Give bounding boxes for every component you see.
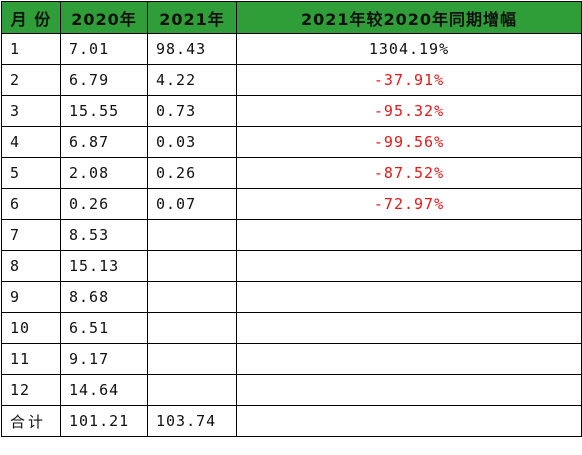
table-row: 6 0.26 0.07 -72.97% <box>1 188 582 220</box>
value-2020-cell: 14.64 <box>60 374 148 406</box>
value-2021-cell: 0.03 <box>147 126 237 158</box>
month-cell: 7 <box>1 219 61 251</box>
table-body: 1 7.01 98.43 1304.19% 2 6.79 4.22 -37.91% 3 15.55… <box>1 33 582 437</box>
total-label: 合计 <box>1 405 61 437</box>
value-2020-cell: 2.08 <box>60 157 148 189</box>
month-cell: 9 <box>1 281 61 313</box>
month-cell: 11 <box>1 343 61 375</box>
month-cell: 10 <box>1 312 61 344</box>
header-yoy-change: 2021年较2020年同期增幅 <box>236 1 582 34</box>
yoy-change-cell <box>236 343 582 375</box>
value-2021-cell: 98.43 <box>147 33 237 65</box>
value-2020-cell: 8.68 <box>60 281 148 313</box>
month-cell: 4 <box>1 126 61 158</box>
month-cell: 5 <box>1 157 61 189</box>
yoy-change-cell: -99.56% <box>236 126 582 158</box>
value-2021-cell <box>147 374 237 406</box>
table-row: 12 14.64 <box>1 374 582 406</box>
total-2020: 101.21 <box>60 405 148 437</box>
yoy-change-cell <box>236 250 582 282</box>
yoy-change-cell <box>236 312 582 344</box>
yoy-change-cell: -72.97% <box>236 188 582 220</box>
table-row: 4 6.87 0.03 -99.56% <box>1 126 582 158</box>
monthly-comparison-table: 月 份 2020年 2021年 2021年较2020年同期增幅 1 7.01 98.… <box>1 1 582 437</box>
value-2021-cell: 0.26 <box>147 157 237 189</box>
total-row: 合计 101.21 103.74 <box>1 405 582 437</box>
value-2021-cell <box>147 219 237 251</box>
month-cell: 8 <box>1 250 61 282</box>
month-cell: 2 <box>1 64 61 96</box>
value-2021-cell: 0.73 <box>147 95 237 127</box>
total-2021: 103.74 <box>147 405 237 437</box>
value-2020-cell: 15.55 <box>60 95 148 127</box>
table-row: 2 6.79 4.22 -37.91% <box>1 64 582 96</box>
header-row: 月 份 2020年 2021年 2021年较2020年同期增幅 <box>1 1 582 34</box>
yoy-change-cell <box>236 219 582 251</box>
total-change <box>236 405 582 437</box>
value-2021-cell <box>147 250 237 282</box>
value-2020-cell: 9.17 <box>60 343 148 375</box>
yoy-change-cell: -95.32% <box>236 95 582 127</box>
month-cell: 3 <box>1 95 61 127</box>
value-2020-cell: 6.87 <box>60 126 148 158</box>
month-cell: 1 <box>1 33 61 65</box>
value-2021-cell <box>147 312 237 344</box>
value-2020-cell: 7.01 <box>60 33 148 65</box>
yoy-change-cell <box>236 374 582 406</box>
table-row: 11 9.17 <box>1 343 582 375</box>
value-2020-cell: 6.51 <box>60 312 148 344</box>
value-2020-cell: 6.79 <box>60 64 148 96</box>
table-row: 7 8.53 <box>1 219 582 251</box>
yoy-change-cell: 1304.19% <box>236 33 582 65</box>
yoy-change-cell <box>236 281 582 313</box>
month-cell: 12 <box>1 374 61 406</box>
value-2021-cell <box>147 281 237 313</box>
table-row: 9 8.68 <box>1 281 582 313</box>
value-2020-cell: 15.13 <box>60 250 148 282</box>
value-2021-cell: 0.07 <box>147 188 237 220</box>
value-2020-cell: 8.53 <box>60 219 148 251</box>
table-row: 10 6.51 <box>1 312 582 344</box>
value-2021-cell: 4.22 <box>147 64 237 96</box>
yoy-change-cell: -37.91% <box>236 64 582 96</box>
header-2021: 2021年 <box>147 1 237 34</box>
header-month: 月 份 <box>1 1 61 34</box>
month-cell: 6 <box>1 188 61 220</box>
header-2020: 2020年 <box>60 1 148 34</box>
table-row: 3 15.55 0.73 -95.32% <box>1 95 582 127</box>
table-row: 5 2.08 0.26 -87.52% <box>1 157 582 189</box>
yoy-change-cell: -87.52% <box>236 157 582 189</box>
value-2021-cell <box>147 343 237 375</box>
value-2020-cell: 0.26 <box>60 188 148 220</box>
table-row: 1 7.01 98.43 1304.19% <box>1 33 582 65</box>
table-row: 8 15.13 <box>1 250 582 282</box>
